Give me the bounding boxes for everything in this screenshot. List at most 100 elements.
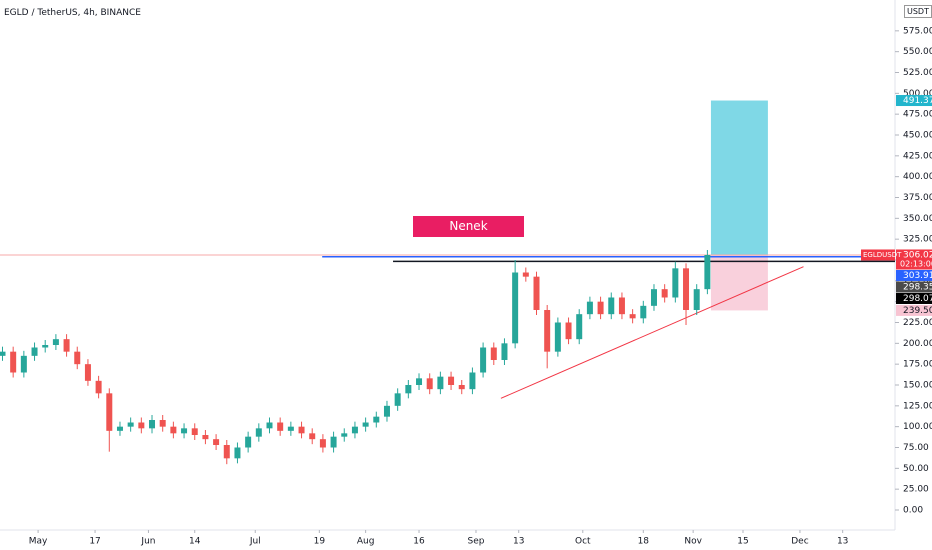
candle-body — [597, 301, 604, 315]
x-tick-label: Sep — [467, 537, 484, 547]
annotation: Nenek Management — [413, 216, 524, 254]
price-tag — [896, 281, 932, 293]
x-tick-label: Oct — [575, 537, 591, 547]
price-tag-label: 298.07 — [903, 294, 932, 304]
candle-body — [437, 376, 444, 390]
candle-body — [629, 314, 636, 319]
price-tag-label: 298.35 — [903, 282, 932, 292]
price-tag — [896, 292, 932, 304]
candle-body — [95, 380, 102, 394]
target-zone — [710, 100, 768, 255]
candle-body — [84, 364, 91, 381]
candle-body — [490, 347, 497, 360]
y-tick-label: 150.00 — [903, 381, 932, 391]
candle-body — [608, 297, 615, 315]
candle-body — [31, 347, 38, 356]
price-tag — [896, 95, 932, 107]
candle-body — [576, 314, 583, 340]
trendline — [500, 266, 804, 399]
price-tag — [896, 269, 932, 281]
candle-body — [223, 445, 230, 459]
x-tick-label: 17 — [89, 537, 100, 547]
candle-body — [565, 322, 572, 340]
price-tag — [896, 304, 932, 316]
candle-body — [586, 301, 593, 315]
candle-body — [394, 393, 401, 406]
candle-body — [650, 289, 657, 306]
candle-body — [319, 439, 326, 448]
candle-body — [0, 351, 6, 356]
candle-body — [213, 439, 220, 445]
candle-body — [181, 428, 188, 434]
candle-body — [191, 428, 198, 435]
y-tick-label: 550.00 — [903, 47, 932, 57]
candle-body — [277, 422, 284, 431]
x-tick-label: Dec — [791, 537, 808, 547]
x-tick-label: Jul — [249, 537, 261, 547]
candle-body — [42, 345, 49, 348]
price-tag-label: 239.50 — [903, 306, 932, 316]
y-tick-label: 200.00 — [903, 339, 932, 349]
x-tick-label: 16 — [413, 537, 425, 547]
x-tick-label: May — [29, 537, 48, 547]
y-tick-label: 325.00 — [903, 235, 932, 245]
candle-body — [298, 426, 305, 434]
y-tick-label: 0.00 — [903, 506, 923, 516]
candle-body — [63, 339, 70, 352]
candle-body — [469, 372, 476, 390]
candle-body — [448, 376, 455, 385]
candle-body — [704, 255, 711, 290]
y-tick-label: 425.00 — [903, 151, 932, 161]
candle-body — [405, 385, 412, 394]
candle-body — [351, 426, 358, 434]
y-tick-label: 400.00 — [903, 172, 932, 182]
candle-body — [74, 351, 81, 365]
y-tick-label: 175.00 — [903, 360, 932, 370]
currency: USDT — [904, 5, 932, 18]
y-tick-label: 350.00 — [903, 214, 932, 224]
price-tag-label: 303.91 — [903, 271, 932, 281]
candle-body — [287, 426, 294, 431]
x-tick-label: Nov — [684, 537, 702, 547]
candle-body — [255, 428, 262, 437]
y-tick-label: 100.00 — [903, 422, 932, 432]
candle-body — [383, 405, 390, 417]
candle-body — [512, 272, 519, 344]
y-tick-label: 475.00 — [903, 110, 932, 120]
candle-body — [683, 268, 690, 310]
x-tick-label: Aug — [357, 537, 375, 547]
candle-body — [501, 343, 508, 360]
y-tick-label: 575.00 — [903, 26, 932, 36]
candle-body — [480, 347, 487, 373]
candle-body — [127, 422, 134, 427]
x-tick-label: 15 — [737, 537, 748, 547]
y-tick-label: 225.00 — [903, 318, 932, 328]
x-tick-label: Jun — [140, 537, 155, 547]
candle-body — [373, 416, 380, 423]
candle-body — [138, 422, 145, 429]
y-tick-label: 125.00 — [903, 401, 932, 411]
candle-body — [10, 351, 17, 373]
y-tick-label: 525.00 — [903, 68, 932, 78]
candle-body — [672, 268, 679, 298]
candle-body — [544, 310, 551, 352]
y-tick-label: 500.00 — [903, 89, 932, 99]
y-tick-label: 450.00 — [903, 131, 932, 141]
candle-body — [330, 436, 337, 448]
candle-body — [52, 339, 59, 345]
countdown: 02:13:00 — [900, 259, 932, 268]
y-tick-label: 75.00 — [903, 443, 929, 453]
candle-body — [106, 393, 113, 431]
candle-body — [170, 426, 177, 434]
x-tick-label: 13 — [513, 537, 524, 547]
price-tag-label: 491.37 — [903, 96, 932, 106]
price-tag-label: 306.02 — [903, 250, 932, 260]
candle-body — [149, 420, 156, 429]
candle-body — [533, 276, 540, 310]
candle-body — [640, 305, 647, 319]
chart-title: EGLD / TetherUS, 4h, BINANCE — [4, 8, 141, 18]
x-tick-label: 14 — [189, 537, 201, 547]
candle-body — [341, 433, 348, 437]
